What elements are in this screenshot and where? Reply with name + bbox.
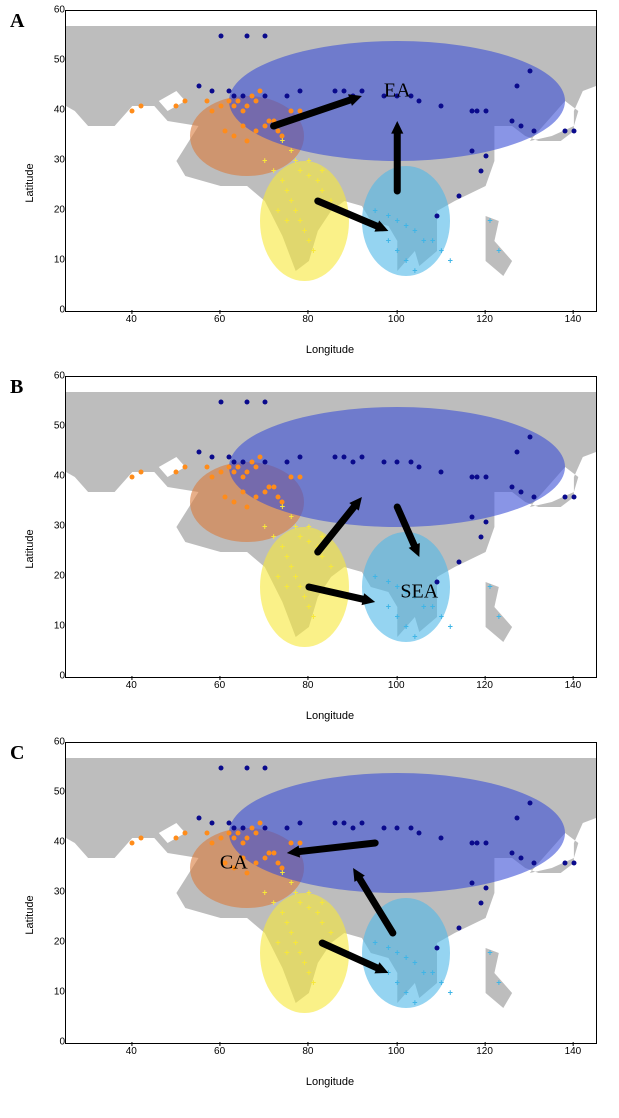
xtick: 60 bbox=[214, 1046, 225, 1057]
panel-label: A bbox=[10, 10, 24, 33]
xtick: 120 bbox=[476, 680, 493, 691]
ytick: 0 bbox=[47, 305, 65, 316]
xtick: 60 bbox=[214, 314, 225, 325]
yticks: 0102030405060 bbox=[47, 10, 65, 310]
xlabel: Longitude bbox=[65, 1076, 595, 1088]
ytick: 10 bbox=[47, 255, 65, 266]
yticks: 0102030405060 bbox=[47, 376, 65, 676]
ytick: 10 bbox=[47, 987, 65, 998]
ytick: 0 bbox=[47, 1037, 65, 1048]
xtick: 100 bbox=[388, 680, 405, 691]
ytick: 20 bbox=[47, 205, 65, 216]
arrow-SEA-to-EA bbox=[66, 11, 596, 311]
panel-label: C bbox=[10, 742, 24, 765]
ytick: 50 bbox=[47, 421, 65, 432]
figure: A Latitude 0 10 20 30 40 50 60 +++++++++++++++… bbox=[10, 10, 609, 1088]
ylabel: Latitude bbox=[24, 163, 36, 202]
panel-B: B Latitude 0 10 20 30 40 50 60 +++++++++++++++… bbox=[10, 376, 609, 722]
xticks: 40 60 80 100 120 140 bbox=[65, 312, 595, 326]
plot-box: +++++++++++++++++++++++++++++++++++++ SE… bbox=[65, 376, 597, 678]
ytick: 10 bbox=[47, 621, 65, 632]
arrow-EA-to-SEA bbox=[66, 377, 596, 677]
xtick: 60 bbox=[214, 680, 225, 691]
xtick: 40 bbox=[126, 314, 137, 325]
ytick: 60 bbox=[47, 371, 65, 382]
ytick: 40 bbox=[47, 837, 65, 848]
xtick: 80 bbox=[302, 680, 313, 691]
xtick: 100 bbox=[388, 314, 405, 325]
panel-A: A Latitude 0 10 20 30 40 50 60 +++++++++++++++… bbox=[10, 10, 609, 356]
focus-region-label: EA bbox=[384, 80, 411, 103]
ytick: 30 bbox=[47, 521, 65, 532]
plot-box: +++++++++++++++++++++++++++++++++++++ CA bbox=[65, 742, 597, 1044]
panel-C: C Latitude 0 10 20 30 40 50 60 +++++++++++++++… bbox=[10, 742, 609, 1088]
focus-region-label: SEA bbox=[400, 581, 438, 604]
xtick: 100 bbox=[388, 1046, 405, 1057]
ytick: 0 bbox=[47, 671, 65, 682]
ytick: 50 bbox=[47, 787, 65, 798]
plot-box: +++++++++++++++++++++++++++++++++++++ EA bbox=[65, 10, 597, 312]
xticks: 40 60 80 100 120 140 bbox=[65, 678, 595, 692]
xtick: 120 bbox=[476, 1046, 493, 1057]
ytick: 60 bbox=[47, 5, 65, 16]
xtick: 140 bbox=[565, 680, 582, 691]
ytick: 30 bbox=[47, 887, 65, 898]
ytick: 40 bbox=[47, 471, 65, 482]
yticks: 0102030405060 bbox=[47, 742, 65, 1042]
xtick: 140 bbox=[565, 1046, 582, 1057]
xtick: 120 bbox=[476, 314, 493, 325]
ylabel: Latitude bbox=[24, 529, 36, 568]
ytick: 20 bbox=[47, 937, 65, 948]
xlabel: Longitude bbox=[65, 710, 595, 722]
ytick: 40 bbox=[47, 105, 65, 116]
ytick: 60 bbox=[47, 737, 65, 748]
xtick: 80 bbox=[302, 314, 313, 325]
panel-label: B bbox=[10, 376, 23, 399]
ytick: 50 bbox=[47, 55, 65, 66]
xtick: 40 bbox=[126, 1046, 137, 1057]
arrow-SEA-to-EA bbox=[66, 743, 596, 1043]
xticks: 40 60 80 100 120 140 bbox=[65, 1044, 595, 1058]
xtick: 80 bbox=[302, 1046, 313, 1057]
ytick: 20 bbox=[47, 571, 65, 582]
xtick: 40 bbox=[126, 680, 137, 691]
focus-region-label: CA bbox=[220, 852, 248, 875]
ylabel: Latitude bbox=[24, 895, 36, 934]
xlabel: Longitude bbox=[65, 344, 595, 356]
xtick: 140 bbox=[565, 314, 582, 325]
ytick: 30 bbox=[47, 155, 65, 166]
